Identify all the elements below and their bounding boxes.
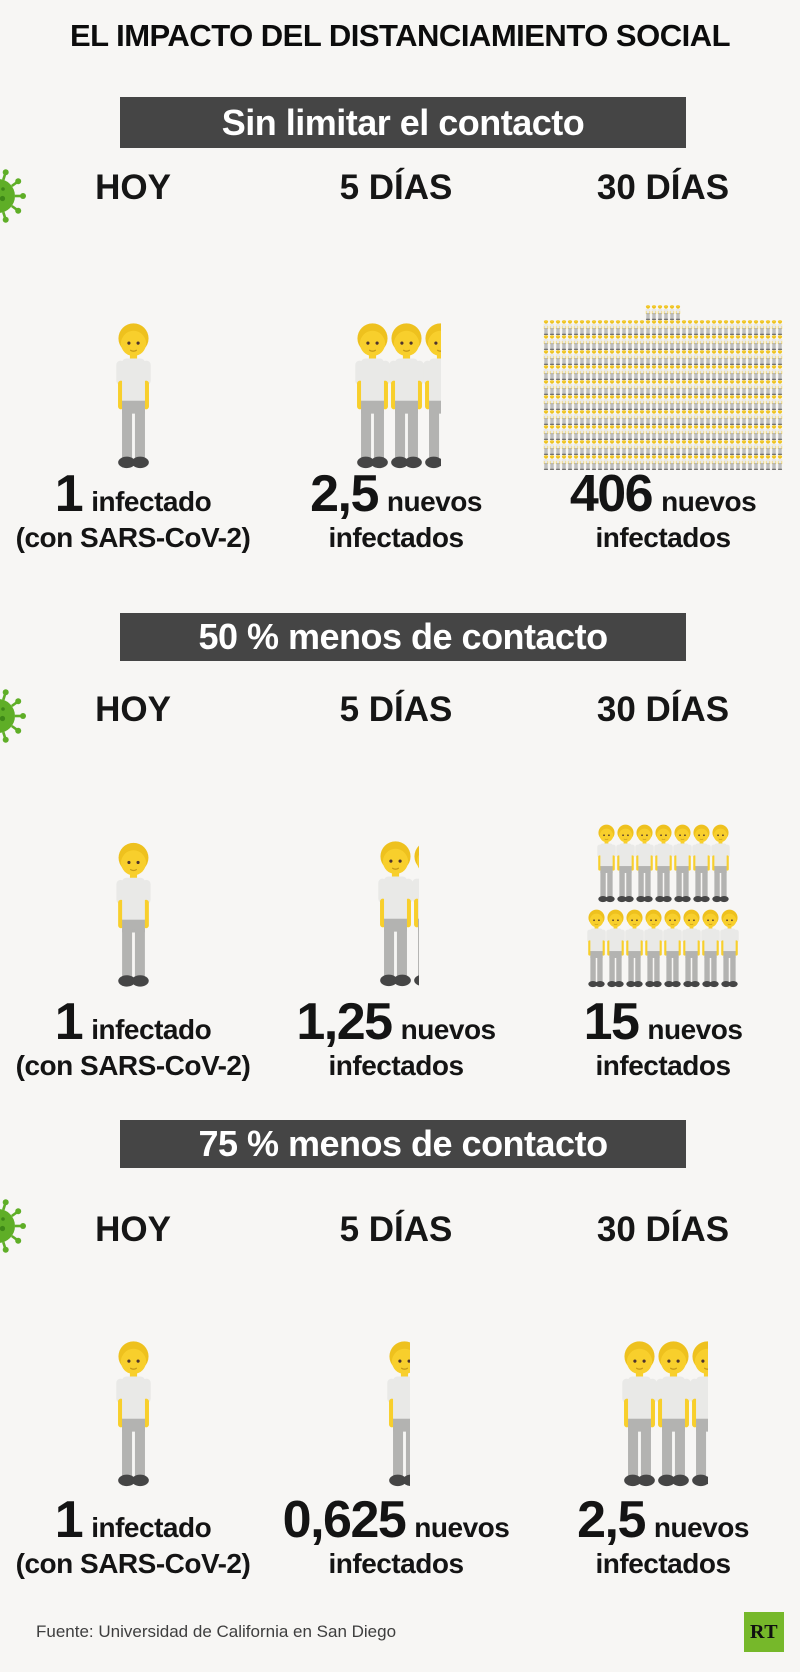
column-headers: HOY 5 DÍAS 30 DÍAS bbox=[0, 1210, 800, 1250]
infected-count: 15 bbox=[583, 993, 640, 1051]
infected-count: 2,5 bbox=[577, 1491, 646, 1549]
infected-label: 0,625 nuevos infectados bbox=[282, 1491, 510, 1579]
column-header-hoy: HOY bbox=[95, 690, 171, 729]
person-emoji bbox=[777, 440, 783, 455]
person-emoji-group bbox=[585, 823, 741, 988]
person-emoji bbox=[112, 320, 155, 470]
person-emoji-group bbox=[351, 320, 441, 470]
person-emoji bbox=[777, 425, 783, 440]
column-header-hoy: HOY bbox=[95, 168, 171, 207]
infected-label: 1,25 nuevos infectados bbox=[296, 993, 496, 1081]
rt-logo-text: RT bbox=[749, 1620, 779, 1643]
infected-label: 1 infectado (con SARS-CoV-2) bbox=[15, 1491, 251, 1579]
figure-group bbox=[526, 818, 800, 988]
banner-50-menos: 50 % menos de contacto bbox=[120, 613, 686, 661]
column-header-5-dias: 5 DÍAS bbox=[339, 690, 453, 729]
person-emoji bbox=[777, 335, 783, 350]
person-emoji-crowd-grid bbox=[543, 305, 783, 470]
infected-count: 1 bbox=[54, 1491, 84, 1549]
infected-count: 406 bbox=[569, 465, 654, 523]
partial-person-emoji bbox=[383, 1338, 410, 1488]
banner-label: Sin limitar el contacto bbox=[221, 101, 585, 143]
person-emoji bbox=[112, 1338, 155, 1488]
person-emoji-group bbox=[383, 1338, 410, 1488]
column-header-30-dias: 30 DÍAS bbox=[596, 1210, 730, 1249]
person-emoji bbox=[595, 823, 618, 903]
source-attribution: Fuente: Universidad de California en San… bbox=[36, 1622, 397, 1641]
label-row: 1 infectado (con SARS-CoV-2) 0,625 nuevos … bbox=[0, 1494, 800, 1580]
figure-group bbox=[266, 1328, 526, 1488]
banner-label: 50 % menos de contacto bbox=[198, 616, 608, 657]
column-header-hoy: HOY bbox=[95, 1210, 171, 1249]
person-emoji bbox=[374, 838, 417, 988]
person-emoji-group bbox=[112, 840, 155, 988]
figure-group bbox=[266, 818, 526, 988]
person-emoji bbox=[777, 395, 783, 410]
label-row: 1 infectado (con SARS-CoV-2) 2,5 nuevos in… bbox=[0, 468, 800, 554]
infected-count: 1 bbox=[54, 993, 84, 1051]
infected-label: 2,5 nuevos infectados bbox=[310, 465, 482, 553]
figure-group bbox=[526, 1328, 800, 1488]
infected-count: 1,25 bbox=[296, 993, 393, 1051]
figure-group bbox=[266, 278, 526, 470]
figure-row bbox=[0, 1328, 800, 1488]
figure-row bbox=[0, 818, 800, 988]
infected-count: 1 bbox=[54, 465, 84, 523]
person-emoji bbox=[777, 410, 783, 425]
column-header-30-dias: 30 DÍAS bbox=[596, 168, 730, 207]
column-header-5-dias: 5 DÍAS bbox=[339, 168, 453, 207]
person-emoji bbox=[777, 320, 783, 335]
figure-group bbox=[0, 1328, 266, 1488]
person-emoji-group bbox=[112, 1338, 155, 1488]
banner-75-menos: 75 % menos de contacto bbox=[120, 1120, 686, 1168]
rt-logo: RT bbox=[744, 1612, 784, 1652]
person-emoji bbox=[675, 305, 681, 320]
column-headers: HOY 5 DÍAS 30 DÍAS bbox=[0, 168, 800, 208]
figure-group bbox=[526, 278, 800, 470]
infected-count: 2,5 bbox=[310, 465, 379, 523]
infected-label: 1 infectado (con SARS-CoV-2) bbox=[15, 993, 251, 1081]
person-emoji-group bbox=[618, 1338, 708, 1488]
column-header-30-dias: 30 DÍAS bbox=[596, 690, 730, 729]
person-emoji bbox=[618, 1338, 661, 1488]
column-headers: HOY 5 DÍAS 30 DÍAS bbox=[0, 690, 800, 730]
infected-label: 1 infectado (con SARS-CoV-2) bbox=[15, 465, 251, 553]
person-emoji bbox=[777, 350, 783, 365]
column-header-5-dias: 5 DÍAS bbox=[339, 1210, 453, 1249]
banner-label: 75 % menos de contacto bbox=[198, 1123, 608, 1164]
infographic-title: EL IMPACTO DEL DISTANCIAMIENTO SOCIAL bbox=[69, 18, 731, 53]
infected-count: 0,625 bbox=[282, 1491, 407, 1549]
person-emoji bbox=[777, 365, 783, 380]
figure-group bbox=[0, 818, 266, 988]
banner-sin-limitar: Sin limitar el contacto bbox=[120, 97, 686, 148]
person-emoji-group bbox=[374, 838, 419, 988]
person-emoji bbox=[351, 320, 394, 470]
person-emoji bbox=[112, 840, 155, 988]
infected-label: 2,5 nuevos infectados bbox=[577, 1491, 749, 1579]
figure-group bbox=[0, 278, 266, 470]
infected-label: 15 nuevos infectados bbox=[583, 993, 743, 1081]
infected-label: 406 nuevos infectados bbox=[569, 465, 757, 553]
person-emoji bbox=[585, 908, 608, 988]
figure-row bbox=[0, 278, 800, 470]
person-emoji bbox=[777, 380, 783, 395]
label-row: 1 infectado (con SARS-CoV-2) 1,25 nuevos i… bbox=[0, 996, 800, 1082]
person-emoji-group bbox=[112, 320, 155, 470]
